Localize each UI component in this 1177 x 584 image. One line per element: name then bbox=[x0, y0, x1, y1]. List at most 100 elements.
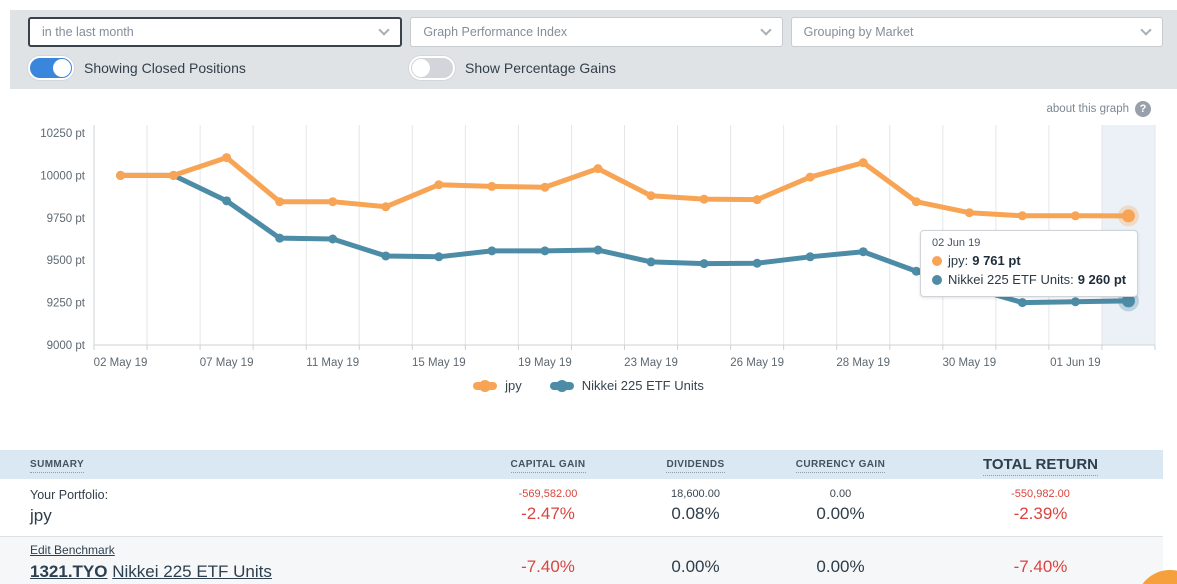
point-marker[interactable] bbox=[434, 180, 444, 190]
x-axis-label: 11 May 19 bbox=[306, 357, 359, 369]
portfolio-currency-gain-cell: 0.00 0.00% bbox=[816, 488, 865, 523]
point-marker[interactable] bbox=[911, 197, 921, 207]
point-marker[interactable] bbox=[169, 170, 179, 180]
point-marker[interactable] bbox=[381, 202, 391, 212]
y-axis-label: 9000 pt bbox=[47, 340, 86, 352]
point-marker[interactable] bbox=[858, 247, 868, 257]
header-summary: SUMMARY bbox=[30, 459, 468, 473]
point-marker[interactable] bbox=[593, 245, 603, 255]
grouping-value: Grouping by Market bbox=[803, 25, 914, 39]
portfolio-label: Your Portfolio: jpy bbox=[30, 487, 468, 536]
point-marker[interactable] bbox=[911, 266, 921, 276]
table-header-row: SUMMARY CAPITAL GAIN DIVIDENDS CURRENCY … bbox=[0, 450, 1163, 479]
toggles-spacer bbox=[790, 56, 1163, 80]
point-marker[interactable] bbox=[1070, 211, 1080, 221]
grouping-select[interactable]: Grouping by Market bbox=[790, 17, 1163, 47]
point-marker[interactable] bbox=[381, 251, 391, 261]
tooltip-nikkei-value: 9 260 pt bbox=[1077, 272, 1127, 287]
controls-bar: in the last month Graph Performance Inde… bbox=[10, 10, 1177, 89]
about-graph: about this graph ? bbox=[1047, 101, 1151, 117]
point-marker[interactable] bbox=[540, 246, 550, 256]
legend-jpy-label: jpy bbox=[505, 378, 522, 393]
header-currency-gain: CURRENCY GAIN bbox=[763, 459, 918, 473]
point-marker[interactable] bbox=[699, 259, 709, 269]
chevron-down-icon bbox=[378, 24, 390, 36]
y-axis-label: 10250 pt bbox=[40, 128, 86, 140]
portfolio-label-top: Your Portfolio: bbox=[30, 488, 109, 502]
point-marker[interactable] bbox=[222, 153, 232, 163]
benchmark-code-link[interactable]: 1321.TYO bbox=[30, 562, 108, 581]
about-this-graph-link[interactable]: about this graph bbox=[1046, 103, 1129, 115]
portfolio-row: Your Portfolio: jpy -569,582.00 -2.47% 1… bbox=[0, 479, 1163, 537]
tooltip-date: 02 Jun 19 bbox=[932, 237, 981, 249]
tooltip-row-nikkei: Nikkei 225 ETF Units: 9 260 pt bbox=[932, 270, 1126, 289]
point-marker[interactable] bbox=[805, 252, 815, 262]
tooltip-row-jpy: jpy: 9 761 pt bbox=[932, 251, 1126, 270]
chart-section: about this graph ? 10250 pt 10000 pt 9750 … bbox=[0, 90, 1177, 450]
point-marker[interactable] bbox=[434, 252, 444, 262]
point-marker[interactable] bbox=[1070, 297, 1080, 307]
percentage-gains-toggle[interactable] bbox=[409, 56, 455, 80]
x-axis-label: 23 May 19 bbox=[624, 357, 678, 369]
chart-legend: jpy Nikkei 225 ETF Units bbox=[0, 378, 1177, 393]
x-axis-label: 19 May 19 bbox=[518, 357, 572, 369]
nikkei-series-dot-icon bbox=[932, 274, 942, 285]
x-axis-label: 02 May 19 bbox=[94, 357, 148, 369]
point-marker[interactable] bbox=[858, 158, 868, 168]
tooltip-jpy-value: 9 761 pt bbox=[972, 253, 1021, 268]
toggles-row: Showing Closed Positions Show Percentage… bbox=[28, 56, 1163, 80]
question-mark-icon[interactable]: ? bbox=[1135, 101, 1151, 117]
point-marker[interactable] bbox=[487, 181, 497, 191]
tooltip-nikkei-label: Nikkei 225 ETF Units: bbox=[948, 272, 1074, 287]
point-marker[interactable] bbox=[328, 197, 338, 207]
jpy-series-dot-icon bbox=[932, 255, 942, 266]
legend-item-jpy[interactable]: jpy bbox=[473, 378, 522, 393]
point-marker[interactable] bbox=[593, 164, 603, 174]
benchmark-label: Edit Benchmark 1321.TYO Nikkei 225 ETF U… bbox=[30, 543, 468, 584]
hovered-point-marker[interactable] bbox=[1121, 294, 1135, 308]
closed-positions-label: Showing Closed Positions bbox=[84, 60, 246, 76]
point-marker[interactable] bbox=[805, 172, 815, 182]
chart-gridlines bbox=[146, 125, 1156, 345]
toggle-knob bbox=[53, 59, 71, 77]
point-marker[interactable] bbox=[752, 258, 762, 268]
legend-nikkei-label: Nikkei 225 ETF Units bbox=[581, 378, 704, 393]
hovered-point-marker[interactable] bbox=[1121, 209, 1135, 223]
closed-positions-toggle-cell: Showing Closed Positions bbox=[28, 56, 401, 80]
graph-type-select[interactable]: Graph Performance Index bbox=[410, 17, 783, 47]
point-marker[interactable] bbox=[699, 194, 709, 204]
point-marker[interactable] bbox=[1017, 211, 1027, 221]
point-marker[interactable] bbox=[964, 208, 974, 218]
series-jpy[interactable] bbox=[116, 153, 1139, 227]
point-marker[interactable] bbox=[1017, 298, 1027, 308]
benchmark-row: Edit Benchmark 1321.TYO Nikkei 225 ETF U… bbox=[0, 537, 1163, 584]
chevron-down-icon bbox=[1140, 24, 1152, 36]
summary-table: SUMMARY CAPITAL GAIN DIVIDENDS CURRENCY … bbox=[0, 450, 1163, 584]
x-axis-label: 28 May 19 bbox=[836, 357, 890, 369]
point-marker[interactable] bbox=[222, 196, 232, 206]
point-marker[interactable] bbox=[752, 195, 762, 205]
tooltip-jpy-label: jpy: bbox=[948, 253, 969, 268]
point-marker[interactable] bbox=[328, 234, 338, 244]
date-range-value: in the last month bbox=[42, 25, 134, 39]
x-axis-label: 15 May 19 bbox=[412, 357, 466, 369]
benchmark-capital-gain-cell: -7.40% bbox=[521, 557, 575, 576]
point-marker[interactable] bbox=[646, 257, 656, 267]
point-marker[interactable] bbox=[540, 182, 550, 192]
benchmark-name-link[interactable]: Nikkei 225 ETF Units bbox=[112, 562, 272, 581]
date-range-select[interactable]: in the last month bbox=[28, 17, 403, 47]
legend-item-nikkei[interactable]: Nikkei 225 ETF Units bbox=[549, 378, 704, 393]
benchmark-dividends-cell: 0.00% bbox=[671, 557, 720, 576]
chart-tooltip: 02 Jun 19 jpy: 9 761 pt Nikkei 225 ETF U… bbox=[920, 230, 1139, 297]
point-marker[interactable] bbox=[646, 191, 656, 201]
point-marker[interactable] bbox=[116, 170, 126, 180]
point-marker[interactable] bbox=[275, 233, 285, 243]
toggle-knob bbox=[412, 59, 430, 77]
portfolio-dividends-cell: 18,600.00 0.08% bbox=[671, 488, 720, 523]
point-marker[interactable] bbox=[275, 197, 285, 207]
selects-row: in the last month Graph Performance Inde… bbox=[28, 17, 1163, 47]
closed-positions-toggle[interactable] bbox=[28, 56, 74, 80]
graph-type-value: Graph Performance Index bbox=[423, 25, 568, 39]
point-marker[interactable] bbox=[487, 246, 497, 256]
jpy-legend-marker-icon bbox=[473, 379, 498, 392]
